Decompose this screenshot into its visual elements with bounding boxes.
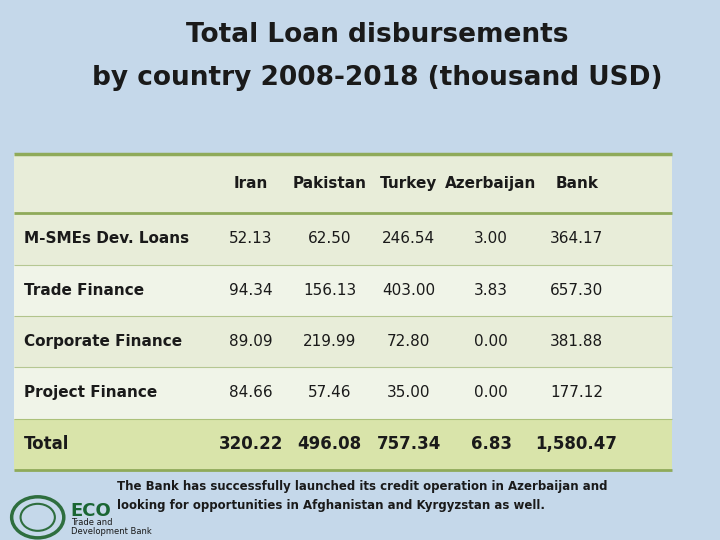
Text: 52.13: 52.13 [229,232,272,246]
Text: Turkey: Turkey [380,176,438,191]
Text: The Bank has successfully launched its credit operation in Azerbaijan and
lookin: The Bank has successfully launched its c… [117,480,607,512]
Text: 94.34: 94.34 [229,283,273,298]
Text: Iran: Iran [233,176,268,191]
Text: 403.00: 403.00 [382,283,436,298]
Text: 246.54: 246.54 [382,232,436,246]
Text: Total Loan disbursements: Total Loan disbursements [186,22,569,48]
Text: Trade and: Trade and [71,518,112,527]
FancyBboxPatch shape [14,213,672,265]
Text: 381.88: 381.88 [550,334,603,349]
Text: 84.66: 84.66 [229,386,273,400]
FancyBboxPatch shape [14,265,672,316]
Text: 0.00: 0.00 [474,334,508,349]
Text: 3.00: 3.00 [474,232,508,246]
Text: 156.13: 156.13 [303,283,356,298]
Text: 3.83: 3.83 [474,283,508,298]
Text: Corporate Finance: Corporate Finance [24,334,182,349]
Text: by country 2008-2018 (thousand USD): by country 2008-2018 (thousand USD) [92,65,662,91]
FancyBboxPatch shape [14,154,672,470]
Text: 757.34: 757.34 [377,435,441,453]
Text: 89.09: 89.09 [229,334,273,349]
Text: 35.00: 35.00 [387,386,431,400]
Text: Trade Finance: Trade Finance [24,283,144,298]
FancyBboxPatch shape [14,418,672,470]
Text: 57.46: 57.46 [308,386,351,400]
Text: Bank: Bank [555,176,598,191]
Text: 72.80: 72.80 [387,334,431,349]
Text: 219.99: 219.99 [303,334,356,349]
Text: Azerbaijan: Azerbaijan [446,176,536,191]
Text: Project Finance: Project Finance [24,386,157,400]
Text: 62.50: 62.50 [308,232,351,246]
FancyBboxPatch shape [14,154,672,213]
Text: 657.30: 657.30 [550,283,603,298]
Text: Development Bank: Development Bank [71,527,151,536]
Text: 177.12: 177.12 [550,386,603,400]
Text: 364.17: 364.17 [550,232,603,246]
Text: ECO: ECO [71,502,112,520]
Text: 320.22: 320.22 [219,435,283,453]
Text: 0.00: 0.00 [474,386,508,400]
Text: 6.83: 6.83 [471,435,512,453]
Text: 496.08: 496.08 [297,435,362,453]
Text: Pakistan: Pakistan [293,176,366,191]
Text: 1,580.47: 1,580.47 [536,435,618,453]
Text: M-SMEs Dev. Loans: M-SMEs Dev. Loans [24,232,189,246]
Text: Total: Total [24,435,69,453]
FancyBboxPatch shape [14,367,672,418]
FancyBboxPatch shape [14,316,672,367]
